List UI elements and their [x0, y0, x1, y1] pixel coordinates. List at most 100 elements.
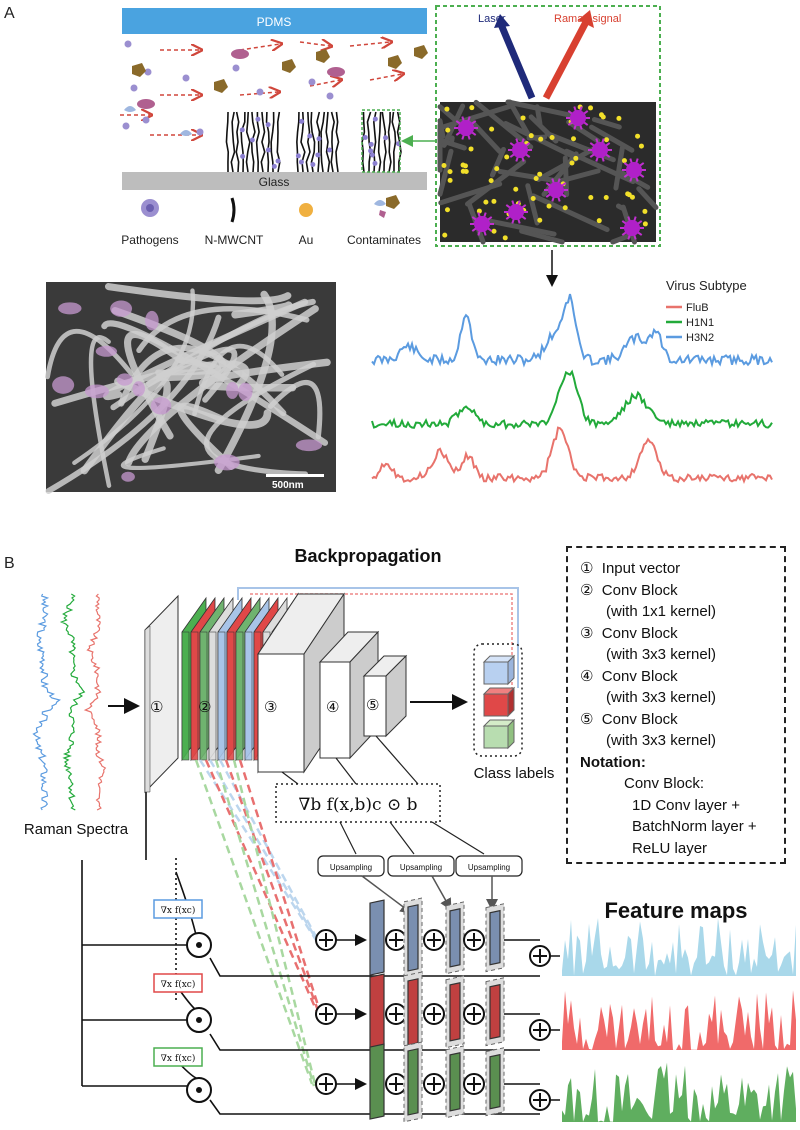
up-arrow-1: [361, 875, 413, 914]
backprop-title: Backpropagation: [294, 546, 441, 566]
gradient-expression-text: ∇b f(x,b)c ⊙ b: [298, 795, 417, 815]
block-2-number: ②: [198, 699, 211, 716]
cnt-zoom-inset: Laser Raman signal: [435, 5, 661, 247]
legend-item-5-sub: (with 3x3 kernel): [606, 732, 717, 749]
notation-line-3: BatchNorm layer +: [632, 818, 757, 835]
scale-label: 500nm: [272, 480, 304, 491]
laser-arrowhead: [494, 14, 510, 28]
legend-pathogens: Pathogens: [121, 233, 178, 247]
feature-feed-lines: [194, 759, 324, 1089]
virus-subtype-legend: Virus Subtype FluB H1N1 H3N2: [666, 278, 747, 344]
legend-item-3: ③ Conv Block: [580, 623, 784, 645]
feature-maps-title: Feature maps: [604, 898, 747, 923]
link-block3: [281, 771, 299, 785]
block-4-number: ④: [326, 699, 339, 716]
upsampling-3: Upsampling: [455, 855, 523, 877]
gradient-expression: ∇b f(x,b)c ⊙ b: [275, 783, 441, 823]
link-up1: [339, 821, 357, 855]
legend-item-4-num: ④: [580, 667, 594, 685]
upsampling-2-label: Upsampling: [400, 863, 442, 872]
legend-item-5: ⑤ Conv Block: [580, 709, 784, 731]
nanotube-forests: [225, 111, 402, 173]
legend-contaminates: Contaminates: [347, 233, 421, 247]
notation-line-1: Conv Block:: [624, 775, 705, 792]
grad-label-red-text: ∇x f(xc): [161, 979, 196, 990]
spectrum-flub: [371, 426, 773, 484]
class-labels-text: Class labels: [474, 765, 555, 782]
dot-product-nodes: [186, 932, 212, 1103]
notation-line-2: 1D Conv layer +: [632, 796, 740, 814]
legend-flub: FluB: [686, 302, 709, 314]
au-icon: [299, 203, 313, 217]
legend-h1n1: H1N1: [686, 317, 714, 329]
upsampling-1-label: Upsampling: [330, 863, 372, 872]
particle-legend: Pathogens N-MWCNT Au Contaminates: [121, 195, 421, 247]
legend-au: Au: [299, 233, 314, 247]
legend-item-1-num: ①: [580, 560, 594, 577]
grad-label-green: ∇x f(xc): [153, 1047, 203, 1067]
legend-h3n2: H3N2: [686, 332, 714, 344]
input-spectrum-blue: [32, 593, 61, 811]
raman-arrowhead: [578, 10, 594, 28]
glass-label: Glass: [259, 175, 290, 189]
class-labels-stack: [473, 643, 523, 757]
link-block4: [335, 757, 357, 785]
block-3-number: ③: [264, 699, 277, 716]
feature-map-blue: [562, 917, 796, 976]
notation-title: Notation:: [580, 753, 646, 771]
laser-label: Laser: [478, 13, 506, 25]
raman-spectra-label: Raman Spectra: [24, 821, 129, 838]
upsampling-3-label: Upsampling: [468, 863, 510, 872]
gradient-tree: [81, 792, 540, 1115]
device-schematic: PDMS Glass: [120, 8, 438, 190]
spectrum-h1n1: [371, 369, 773, 431]
cnt-fibers: [437, 99, 659, 245]
notation-line-4: ReLU layer: [632, 839, 708, 857]
grad-label-green-text: ∇x f(xc): [161, 1053, 196, 1064]
legend-item-4: ④ Conv Block: [580, 666, 784, 688]
feature-map-green: [562, 1062, 796, 1122]
link-up3: [431, 821, 485, 855]
legend-item-1: ① Input vector: [580, 558, 784, 580]
pdms-layer: [122, 8, 427, 34]
architecture-legend: ① Input vector ② Conv Block (with 1x1 ke…: [566, 546, 786, 864]
nanotube-icon: [230, 197, 236, 223]
legend-item-2: ② Conv Block: [580, 580, 784, 602]
link-block5: [375, 735, 419, 785]
up-arrow-2: [431, 875, 452, 911]
pdms-label: PDMS: [257, 15, 292, 29]
virus-subtype-title: Virus Subtype: [666, 278, 747, 293]
panel-a-label: A: [4, 5, 15, 22]
legend-item-4-sub: (with 3x3 kernel): [606, 689, 717, 706]
legend-item-3-num: ③: [580, 624, 594, 642]
sem-image: 500nm: [45, 282, 336, 494]
legend-nmwcnt: N-MWCNT: [205, 233, 264, 247]
pathogen-icon: [141, 199, 159, 217]
legend-item-3-sub: (with 3x3 kernel): [606, 646, 717, 663]
link-up2: [389, 821, 415, 855]
feature-map-red: [562, 990, 796, 1050]
panel-b-label: B: [4, 555, 15, 572]
particles: [122, 40, 428, 136]
laser-beam: [496, 20, 536, 100]
legend-item-2-sub: (with 1x1 kernel): [606, 603, 717, 620]
flow-arrows: [120, 42, 402, 135]
block-1-number: ①: [150, 699, 163, 716]
upsampling-1: Upsampling: [317, 855, 385, 877]
legend-item-5-num: ⑤: [580, 710, 594, 728]
legend-item-3-text: Conv Block: [601, 624, 678, 642]
scale-bar: [266, 474, 324, 477]
block-input-vector: ①: [144, 594, 179, 794]
legend-item-1-text: Input vector: [601, 560, 681, 577]
block-conv-3x3-a: ③: [257, 592, 345, 774]
contaminate-icon: [374, 195, 400, 218]
grad-label-blue-text: ∇x f(xc): [161, 905, 196, 916]
raman-label: Raman signal: [554, 13, 621, 25]
spectrum-h3n2: [371, 293, 773, 369]
glass-layer: [122, 172, 427, 190]
grad-label-blue: ∇x f(xc): [153, 899, 203, 919]
upsampling-2: Upsampling: [387, 855, 455, 877]
raman-beam: [542, 20, 590, 100]
legend-item-2-num: ②: [580, 581, 594, 599]
